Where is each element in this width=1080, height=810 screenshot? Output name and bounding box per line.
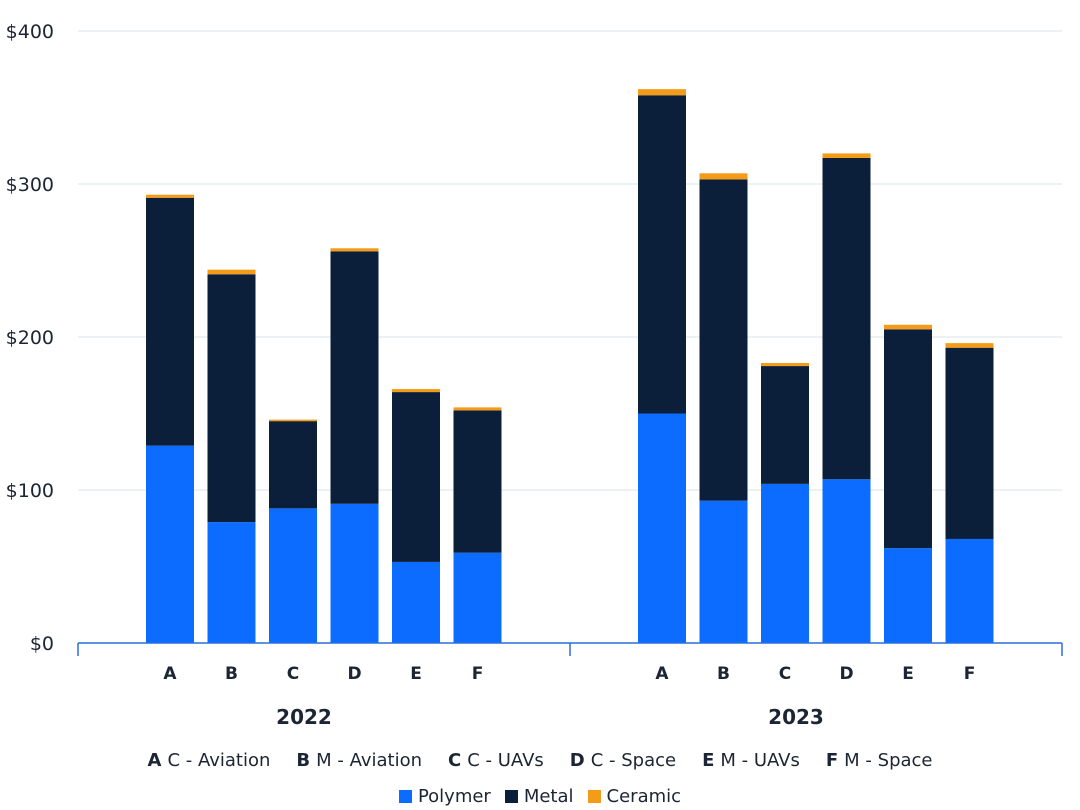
bar-metal-2022-a — [146, 197, 194, 446]
bar-polymer-2022-d — [330, 503, 379, 643]
category-legend-label: M - Space — [844, 750, 933, 771]
y-tick-label: $300 — [6, 174, 54, 196]
x-category-label: F — [964, 664, 976, 684]
category-legend-item-e: E M - UAVs — [702, 750, 800, 771]
bar-ceramic-2022-b — [207, 269, 256, 275]
x-category-label: B — [717, 664, 730, 684]
bar-polymer-2023-a — [638, 413, 686, 643]
category-legend-key: E — [702, 750, 715, 771]
bar-ceramic-2022-c — [269, 419, 317, 422]
bar-polymer-2022-c — [269, 508, 317, 643]
bar-ceramic-2022-a — [146, 194, 194, 198]
series-legend-label: Polymer — [417, 786, 491, 807]
bar-ceramic-2023-b — [699, 173, 748, 180]
category-legend-key: B — [296, 750, 311, 771]
category-legend-item-c: C C - UAVs — [448, 750, 544, 771]
bar-polymer-2023-d — [822, 479, 871, 643]
bar-polymer-2022-f — [453, 552, 502, 643]
series-legend-label: Metal — [523, 786, 574, 807]
bar-metal-2022-f — [453, 410, 502, 553]
bar-metal-2023-f — [945, 347, 994, 539]
y-tick-label: $400 — [6, 21, 54, 43]
bar-polymer-2023-c — [761, 483, 809, 643]
x-group-label: 2022 — [276, 705, 332, 729]
x-group-label: 2023 — [768, 705, 824, 729]
bar-polymer-2023-f — [945, 538, 994, 643]
y-axis-tick-labels: $0 $100 $200 $300 $400 — [6, 21, 54, 655]
x-category-label: A — [163, 664, 177, 684]
category-legend-label: C - UAVs — [467, 750, 544, 771]
category-legend-label: M - UAVs — [720, 750, 800, 771]
y-tick-label: $200 — [6, 327, 54, 349]
bar-metal-2022-d — [330, 251, 379, 504]
legend-swatch-polymer — [398, 790, 412, 803]
x-axis — [77, 642, 1063, 656]
x-category-label: E — [902, 664, 914, 684]
x-category-label: C — [287, 664, 299, 684]
x-category-label: D — [839, 664, 853, 684]
y-tick-label: $0 — [30, 633, 54, 655]
series-legend-item-metal: Metal — [504, 786, 574, 807]
bar-ceramic-2022-d — [330, 248, 379, 252]
bar-polymer-2022-b — [207, 522, 256, 643]
category-legend-item-b: B M - Aviation — [296, 750, 422, 771]
bar-metal-2023-c — [761, 366, 809, 484]
legend-swatch-metal — [504, 790, 518, 803]
bar-ceramic-2023-c — [761, 363, 809, 367]
bar-polymer-2022-e — [392, 561, 440, 643]
stacked-bar-chart: $0 $100 $200 $300 $400 A B C D E F A B C D E F 2022 2023 — [6, 21, 1063, 729]
bar-metal-2022-c — [269, 421, 317, 509]
category-legend-key: F — [825, 750, 839, 771]
category-legend-label: C - Space — [590, 750, 677, 771]
bar-metal-2023-a — [638, 95, 686, 414]
bar-ceramic-2023-d — [822, 153, 871, 158]
category-legend: A C - Aviation B M - Aviation C C - UAVs… — [0, 750, 1080, 771]
x-category-label: E — [410, 664, 422, 684]
series-legend: Polymer Metal Ceramic — [0, 786, 1080, 807]
bar-metal-2022-e — [392, 392, 440, 562]
bar-ceramic-2023-a — [638, 89, 686, 96]
bar-ceramic-2022-e — [392, 389, 440, 393]
y-tick-label: $100 — [6, 480, 54, 502]
category-legend-key: D — [569, 750, 585, 771]
bar-metal-2023-e — [884, 329, 932, 549]
x-category-label: D — [347, 664, 361, 684]
category-legend-label: C - Aviation — [167, 750, 271, 771]
series-legend-item-polymer: Polymer — [398, 786, 491, 807]
category-legend-key: A — [147, 750, 162, 771]
bar-metal-2022-b — [207, 274, 256, 523]
legend-swatch-ceramic — [587, 790, 601, 803]
bar-ceramic-2023-f — [945, 343, 994, 348]
bar-ceramic-2022-f — [453, 407, 502, 411]
category-legend-item-f: F M - Space — [826, 750, 933, 771]
bar-polymer-2022-a — [146, 445, 194, 643]
bars — [146, 89, 994, 643]
category-legend-key: C — [448, 750, 462, 771]
series-legend-label: Ceramic — [606, 786, 682, 807]
bar-polymer-2023-b — [699, 500, 748, 643]
category-legend-item-d: D C - Space — [570, 750, 676, 771]
x-category-label: C — [779, 664, 791, 684]
bar-ceramic-2023-e — [884, 324, 932, 330]
x-category-label: A — [655, 664, 669, 684]
group-labels: 2022 2023 — [276, 705, 824, 729]
category-legend-item-a: A C - Aviation — [148, 750, 271, 771]
category-legend-label: M - Aviation — [316, 750, 422, 771]
bar-metal-2023-d — [822, 157, 871, 480]
bar-polymer-2023-e — [884, 548, 932, 643]
x-category-label: B — [225, 664, 238, 684]
series-legend-item-ceramic: Ceramic — [587, 786, 682, 807]
bar-metal-2023-b — [699, 179, 748, 501]
x-category-label: F — [472, 664, 484, 684]
